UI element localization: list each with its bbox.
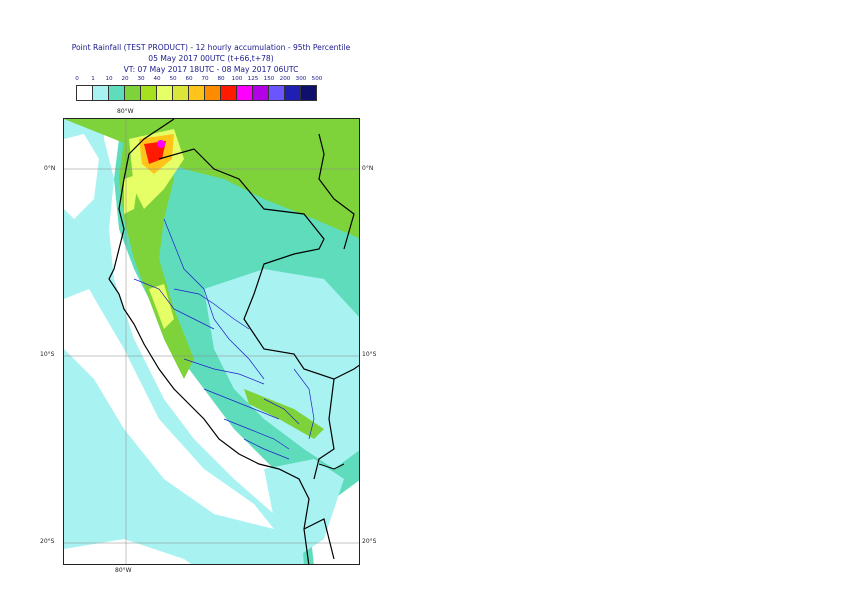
east-green-rain	[244, 389, 324, 439]
color-legend: 0 1 10 20 30 40 50 60 70 80 100 125 150 200 300 500	[75, 76, 347, 104]
lat-label-left-20: 20°S	[40, 538, 55, 545]
legend-swatch	[108, 85, 125, 101]
legend-tick-label: 50	[169, 76, 177, 82]
andes-yellow-rain	[149, 284, 174, 329]
peru-border	[158, 148, 335, 480]
legend-swatch	[92, 85, 109, 101]
rainfall-map-svg	[64, 119, 359, 564]
legend-swatch	[252, 85, 269, 101]
legend-tick-label: 70	[201, 76, 209, 82]
colombia-border	[318, 133, 355, 250]
legend-tick-label: 200	[279, 76, 291, 82]
title-line-3: VT: 07 May 2017 18UTC - 08 May 2017 06UT…	[123, 65, 299, 74]
legend-swatch	[156, 85, 173, 101]
andes-green-rain	[119, 139, 194, 379]
legend-tick-label: 500	[311, 76, 323, 82]
legend-swatch	[284, 85, 301, 101]
legend-swatch	[220, 85, 237, 101]
core-magenta-rain	[157, 140, 165, 148]
brazil-border	[333, 364, 359, 380]
legend-tick-label: 40	[153, 76, 161, 82]
south-light-rain	[264, 459, 344, 559]
title-line-1: Point Rainfall (TEST PRODUCT) - 12 hourl…	[71, 43, 351, 52]
legend-swatch	[236, 85, 253, 101]
amazon-light-rain	[204, 269, 359, 469]
lat-label-right-0: 0°N	[362, 165, 374, 172]
legend-swatch	[204, 85, 221, 101]
legend-tick-label: 80	[217, 76, 225, 82]
north-green-rain	[64, 119, 359, 239]
lake-titicaca	[318, 463, 345, 470]
legend-tick-label: 1	[91, 76, 95, 82]
offshore-dry-patch	[64, 134, 99, 219]
offshore-rain-area	[64, 119, 319, 564]
legend-tick-label: 100	[231, 76, 243, 82]
legend-swatch	[300, 85, 317, 101]
legend-tick-label: 150	[263, 76, 275, 82]
chile-border	[303, 518, 335, 560]
lat-label-left-10: 10°S	[40, 351, 55, 358]
legend-swatch	[268, 85, 285, 101]
lon-label-bottom: 80°W	[115, 567, 132, 574]
legend-tick-label: 300	[295, 76, 307, 82]
legend-swatch	[76, 85, 93, 101]
legend-swatch	[124, 85, 141, 101]
lat-label-right-10: 10°S	[362, 351, 377, 358]
legend-color-bar	[76, 85, 317, 101]
legend-tick-label: 60	[185, 76, 193, 82]
offshore-dry-south	[64, 539, 192, 564]
coastline	[108, 119, 310, 564]
title-line-2: 05 May 2017 00UTC (t+66,t+78)	[148, 54, 274, 63]
lat-label-left-0: 0°N	[44, 165, 56, 172]
coast-yellow-rain	[124, 174, 139, 214]
legend-tick-label: 20	[121, 76, 129, 82]
legend-swatch	[188, 85, 205, 101]
offshore-dry-band	[64, 289, 274, 529]
chart-title-block: Point Rainfall (TEST PRODUCT) - 12 hourl…	[50, 42, 372, 75]
legend-tick-label: 10	[105, 76, 113, 82]
lat-label-right-20: 20°S	[362, 538, 377, 545]
lon-label-top: 80°W	[117, 108, 134, 115]
legend-swatch	[172, 85, 189, 101]
admin-borders	[133, 218, 315, 460]
legend-tick-label: 0	[75, 76, 79, 82]
legend-swatch	[140, 85, 157, 101]
legend-tick-label: 125	[247, 76, 259, 82]
legend-tick-label: 30	[137, 76, 145, 82]
rainfall-map	[63, 118, 360, 565]
